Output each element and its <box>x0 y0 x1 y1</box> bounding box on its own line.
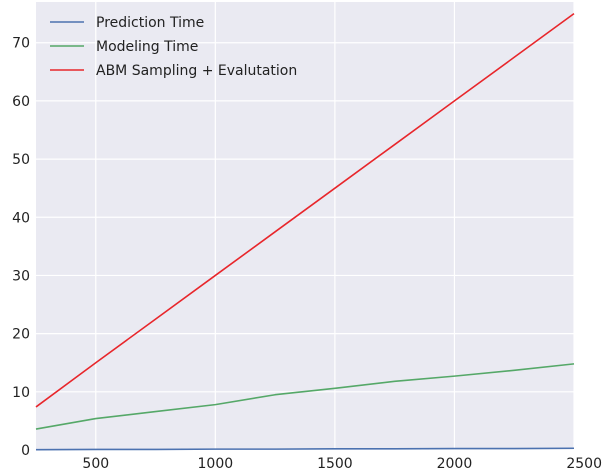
x-axis-ticks: 500 1000 1500 2000 2500 <box>82 456 602 472</box>
series-line-1 <box>35 447 575 451</box>
x-tick-label: 1000 <box>198 456 234 472</box>
series-lines <box>35 12 575 451</box>
x-tick-label: 2500 <box>566 456 602 472</box>
y-tick-label: 20 <box>12 327 30 343</box>
series-line-2 <box>35 363 575 430</box>
legend: Prediction Time Modeling Time ABM Sampling… <box>50 15 297 79</box>
legend-label: ABM Sampling + Evalutation <box>96 63 297 79</box>
y-tick-label: 60 <box>12 94 30 110</box>
y-tick-label: 0 <box>21 443 30 459</box>
x-tick-label: 1500 <box>317 456 353 472</box>
legend-label: Prediction Time <box>96 15 204 31</box>
y-tick-label: 40 <box>12 210 30 226</box>
plot-background <box>36 2 574 450</box>
legend-label: Modeling Time <box>96 39 198 55</box>
y-tick-label: 10 <box>12 385 30 401</box>
x-tick-label: 2000 <box>437 456 473 472</box>
x-tick-label: 500 <box>82 456 109 472</box>
y-tick-label: 50 <box>12 152 30 168</box>
series-line-3 <box>35 12 575 408</box>
y-tick-label: 30 <box>12 268 30 284</box>
y-axis-ticks: 0 10 20 30 40 50 60 70 <box>12 36 30 459</box>
y-tick-label: 70 <box>12 36 30 52</box>
